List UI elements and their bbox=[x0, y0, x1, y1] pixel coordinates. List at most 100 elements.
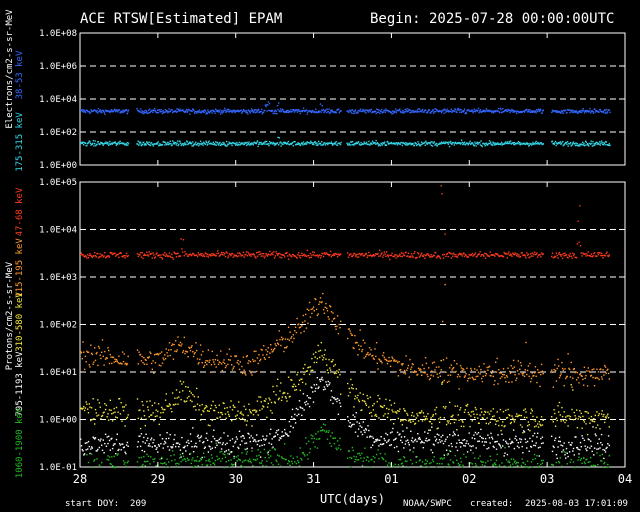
data-point bbox=[180, 345, 182, 347]
data-point bbox=[379, 443, 382, 445]
data-point bbox=[291, 460, 293, 463]
data-point bbox=[588, 370, 590, 372]
data-point bbox=[191, 110, 193, 113]
data-point bbox=[318, 386, 320, 388]
data-point bbox=[474, 462, 477, 465]
data-point bbox=[426, 373, 428, 376]
data-point bbox=[524, 408, 526, 410]
data-point bbox=[424, 255, 427, 257]
data-point bbox=[302, 451, 305, 454]
data-point bbox=[115, 254, 118, 256]
data-point bbox=[115, 109, 118, 112]
data-point bbox=[369, 143, 371, 145]
data-point bbox=[400, 458, 402, 461]
data-point bbox=[113, 455, 115, 458]
data-point bbox=[322, 357, 325, 359]
data-point bbox=[109, 449, 111, 451]
data-point bbox=[238, 459, 241, 461]
y-tick-label: 1.0E+01 bbox=[39, 368, 77, 378]
data-point bbox=[176, 253, 178, 255]
data-point bbox=[584, 410, 586, 413]
data-point bbox=[299, 389, 301, 392]
data-point bbox=[104, 350, 106, 353]
data-point bbox=[466, 380, 469, 382]
data-point bbox=[180, 456, 182, 458]
data-point bbox=[456, 142, 459, 145]
data-point bbox=[605, 447, 607, 450]
data-point bbox=[210, 454, 213, 456]
data-point bbox=[362, 339, 364, 341]
data-point bbox=[533, 372, 536, 374]
data-point bbox=[112, 253, 115, 255]
data-point bbox=[392, 255, 394, 257]
data-point bbox=[452, 367, 454, 370]
data-point bbox=[469, 425, 471, 428]
data-point bbox=[512, 111, 514, 113]
data-point bbox=[518, 446, 520, 449]
data-point bbox=[154, 445, 157, 447]
data-point bbox=[525, 441, 527, 444]
data-point bbox=[335, 111, 337, 114]
data-point bbox=[324, 424, 326, 426]
data-point bbox=[455, 446, 457, 448]
data-point bbox=[540, 437, 542, 440]
data-point bbox=[502, 255, 505, 258]
data-point bbox=[411, 142, 413, 145]
data-point bbox=[604, 366, 607, 368]
data-point bbox=[585, 140, 587, 142]
data-point bbox=[123, 111, 125, 113]
data-point bbox=[295, 110, 297, 112]
data-point bbox=[329, 382, 331, 384]
data-point bbox=[87, 461, 90, 464]
data-point bbox=[372, 437, 375, 439]
data-point bbox=[96, 143, 98, 146]
data-point bbox=[558, 440, 560, 442]
data-point bbox=[443, 112, 445, 114]
data-point bbox=[303, 109, 305, 112]
data-point bbox=[241, 254, 244, 257]
data-point bbox=[214, 112, 216, 114]
data-point bbox=[351, 423, 354, 426]
data-point bbox=[171, 447, 173, 449]
data-point bbox=[204, 110, 207, 112]
data-point bbox=[568, 367, 570, 370]
data-point bbox=[438, 463, 441, 465]
data-point bbox=[574, 144, 577, 147]
data-point bbox=[311, 387, 313, 389]
data-point bbox=[323, 312, 326, 314]
data-point bbox=[220, 411, 222, 414]
data-point bbox=[189, 399, 192, 402]
data-point bbox=[587, 367, 589, 369]
data-point bbox=[154, 402, 156, 404]
data-point bbox=[499, 408, 502, 411]
data-point bbox=[148, 251, 150, 253]
data-point bbox=[471, 463, 473, 465]
data-point bbox=[405, 251, 407, 253]
data-point bbox=[246, 447, 248, 450]
data-point bbox=[473, 254, 475, 256]
data-point bbox=[469, 254, 471, 256]
data-point bbox=[537, 462, 539, 465]
data-point bbox=[163, 443, 165, 445]
data-point bbox=[495, 464, 497, 466]
data-point bbox=[367, 351, 369, 354]
data-point bbox=[465, 442, 467, 445]
data-point bbox=[575, 142, 577, 144]
data-point bbox=[149, 253, 151, 256]
data-point bbox=[314, 111, 316, 114]
data-point bbox=[431, 109, 434, 112]
data-point bbox=[149, 144, 151, 147]
data-point bbox=[301, 110, 303, 113]
data-point bbox=[243, 369, 245, 371]
data-point bbox=[445, 255, 447, 257]
data-point bbox=[374, 440, 376, 443]
data-point bbox=[350, 424, 353, 427]
data-point bbox=[457, 414, 459, 416]
data-point bbox=[374, 142, 376, 144]
data-point bbox=[175, 144, 178, 146]
data-point bbox=[307, 111, 309, 113]
data-point bbox=[561, 367, 564, 370]
data-point bbox=[144, 442, 146, 444]
data-point bbox=[456, 429, 458, 431]
data-point bbox=[525, 143, 527, 145]
